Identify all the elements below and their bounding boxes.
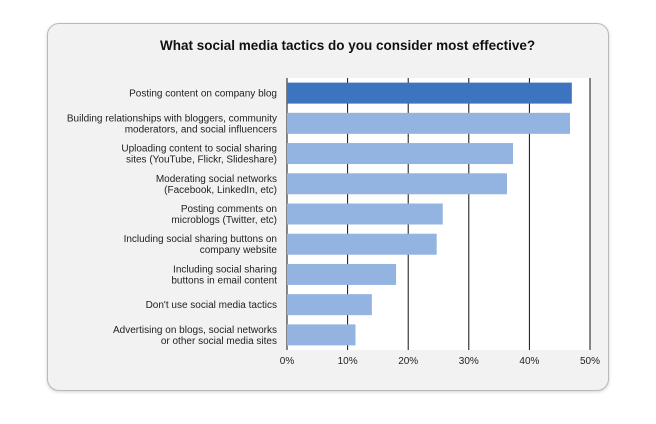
category-label: Including social sharing buttons in email… [171, 264, 277, 286]
category-label: Posting content on company blog [129, 89, 277, 100]
category-label: Don't use social media tactics [146, 300, 277, 311]
x-tick-label: 50% [580, 356, 600, 367]
bar [287, 263, 397, 285]
x-tick-label: 40% [519, 356, 539, 367]
bar [287, 324, 356, 346]
category-label: Advertising on blogs, social networks or … [113, 325, 277, 347]
category-label: Including social sharing buttons on compa… [124, 234, 278, 256]
chart-title: What social media tactics do you conside… [160, 38, 536, 53]
x-tick-label: 30% [459, 356, 479, 367]
category-label: Posting comments on microblogs (Twitter, … [171, 204, 277, 226]
x-tick-label: 20% [398, 356, 418, 367]
category-label: Moderating social networks (Facebook, Lin… [156, 174, 277, 196]
category-labels: Posting content on company blog Building … [67, 89, 278, 347]
bar [287, 173, 507, 195]
bars [287, 82, 572, 346]
bar [287, 203, 443, 225]
category-label: Uploading content to social sharing sites… [121, 144, 277, 166]
bar [287, 112, 571, 134]
bar [287, 82, 572, 104]
bar [287, 143, 514, 165]
category-label: Building relationships with bloggers, co… [67, 113, 277, 135]
x-tick-label: 0% [280, 356, 295, 367]
x-tick-label: 10% [338, 356, 358, 367]
x-axis-tick-labels: 0% 10% 20% 30% 40% 50% [280, 356, 600, 367]
bar [287, 294, 372, 316]
bar [287, 233, 437, 255]
